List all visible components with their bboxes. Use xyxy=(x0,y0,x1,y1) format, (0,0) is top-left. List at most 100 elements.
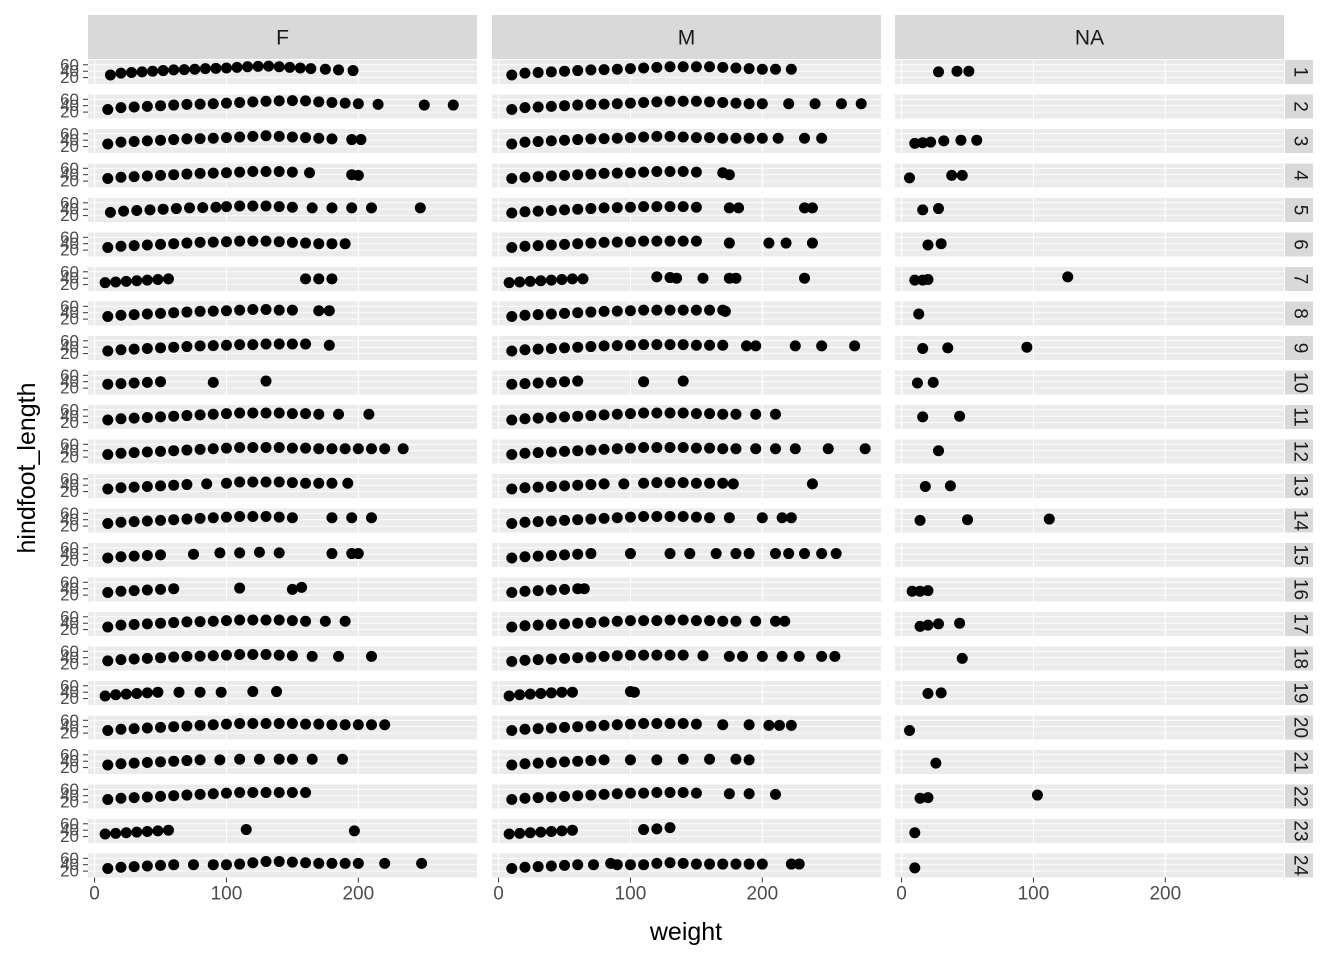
data-point xyxy=(559,445,571,457)
data-point xyxy=(181,341,193,353)
data-point xyxy=(260,375,272,387)
data-point xyxy=(677,407,689,419)
data-point xyxy=(201,478,213,490)
row-strip-17 xyxy=(1285,612,1313,636)
data-point xyxy=(743,63,755,75)
row-strip-label: 15 xyxy=(1290,544,1311,565)
data-point xyxy=(638,718,650,729)
data-point xyxy=(651,339,663,351)
data-point xyxy=(155,790,167,802)
row-strip-label: 16 xyxy=(1290,579,1311,600)
data-point xyxy=(181,616,193,628)
data-point xyxy=(300,787,312,798)
data-point xyxy=(963,65,975,77)
data-point xyxy=(559,100,571,112)
data-point xyxy=(286,338,298,350)
data-point xyxy=(514,689,526,701)
data-point xyxy=(247,787,259,798)
y-tick-label: 20 xyxy=(60,758,79,777)
data-point xyxy=(519,378,531,390)
data-point xyxy=(352,169,364,181)
data-point xyxy=(194,98,206,110)
panel-NA-22 xyxy=(895,784,1284,809)
data-point xyxy=(128,723,140,735)
data-point xyxy=(524,688,536,700)
data-point xyxy=(717,477,729,489)
data-point xyxy=(922,619,934,631)
data-point xyxy=(806,237,818,249)
data-point xyxy=(168,790,180,802)
x-tick-label: 0 xyxy=(89,884,100,905)
data-point xyxy=(677,442,689,453)
data-point xyxy=(313,857,325,869)
data-point xyxy=(286,512,298,524)
data-point xyxy=(181,98,193,110)
data-point xyxy=(638,131,650,143)
data-point xyxy=(260,614,272,626)
data-point xyxy=(585,617,597,629)
data-point xyxy=(611,512,623,524)
data-point xyxy=(545,549,557,561)
data-point xyxy=(313,477,325,489)
data-point xyxy=(323,339,335,351)
panel-NA-23 xyxy=(895,819,1284,843)
data-point xyxy=(909,274,921,286)
data-point xyxy=(942,342,954,354)
data-point xyxy=(664,442,676,453)
data-point xyxy=(155,134,167,146)
data-point xyxy=(664,339,676,351)
data-point xyxy=(168,134,180,146)
data-point xyxy=(115,171,127,183)
data-point xyxy=(234,304,246,316)
data-point xyxy=(651,787,663,798)
data-point xyxy=(799,548,811,560)
data-point xyxy=(231,61,243,73)
data-point xyxy=(506,656,518,668)
data-point xyxy=(194,167,206,179)
row-strip-label: 22 xyxy=(1290,786,1311,807)
data-point xyxy=(690,477,702,489)
data-point xyxy=(954,410,966,422)
row-strip-15 xyxy=(1285,543,1313,567)
data-point xyxy=(207,859,219,871)
data-point xyxy=(333,408,345,420)
data-point xyxy=(181,306,193,318)
data-point xyxy=(598,788,610,800)
data-point xyxy=(128,618,140,630)
panel-NA-15 xyxy=(895,543,1284,567)
y-tick-label: 20 xyxy=(60,137,79,156)
data-point xyxy=(677,166,689,177)
data-point xyxy=(141,274,153,286)
data-point xyxy=(115,413,127,425)
data-point xyxy=(286,236,298,248)
data-point xyxy=(326,133,338,145)
row-strip-11 xyxy=(1285,405,1313,429)
data-point xyxy=(247,130,259,142)
y-tick-label: 40 xyxy=(60,131,79,150)
data-point xyxy=(638,511,650,522)
data-point xyxy=(220,787,232,799)
data-point xyxy=(260,235,272,247)
data-point xyxy=(168,341,180,353)
data-point xyxy=(651,754,663,766)
data-point xyxy=(545,480,557,492)
data-point xyxy=(300,338,312,350)
data-point xyxy=(780,237,792,249)
data-point xyxy=(155,411,167,423)
data-point xyxy=(935,687,947,699)
data-point xyxy=(128,585,140,597)
data-point xyxy=(664,130,676,142)
row-strip-12 xyxy=(1285,439,1313,464)
data-point xyxy=(835,98,847,110)
data-point xyxy=(909,827,921,839)
data-point xyxy=(102,345,114,357)
data-point xyxy=(210,62,222,74)
data-point xyxy=(704,408,716,420)
row-strip-label: 5 xyxy=(1290,205,1311,216)
data-point xyxy=(503,277,515,289)
data-point xyxy=(234,582,246,594)
data-point xyxy=(572,203,584,215)
y-tick-label: 40 xyxy=(60,441,79,460)
data-point xyxy=(664,166,676,177)
data-point xyxy=(638,859,650,871)
